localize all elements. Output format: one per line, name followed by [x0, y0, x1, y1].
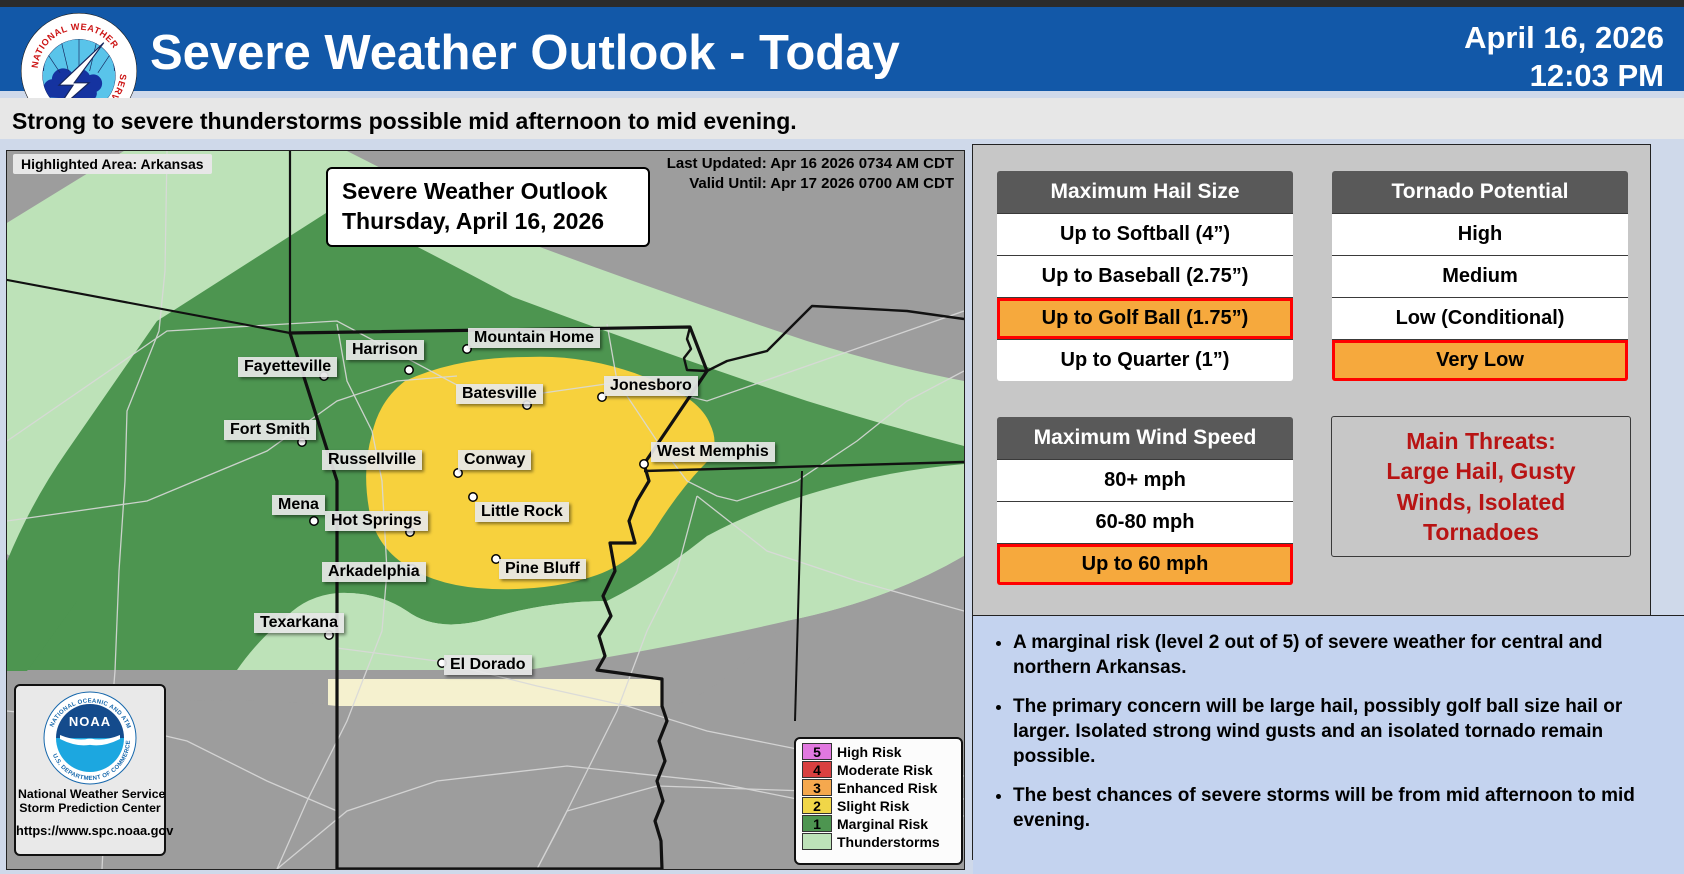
- svg-text:NOAA: NOAA: [69, 714, 111, 729]
